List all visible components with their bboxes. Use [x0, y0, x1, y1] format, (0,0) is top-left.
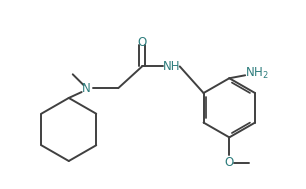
Text: O: O — [137, 36, 147, 49]
Text: $\mathrm{NH_2}$: $\mathrm{NH_2}$ — [245, 66, 269, 81]
Text: N: N — [82, 82, 91, 95]
Text: NH: NH — [163, 60, 181, 73]
Text: O: O — [225, 156, 234, 170]
